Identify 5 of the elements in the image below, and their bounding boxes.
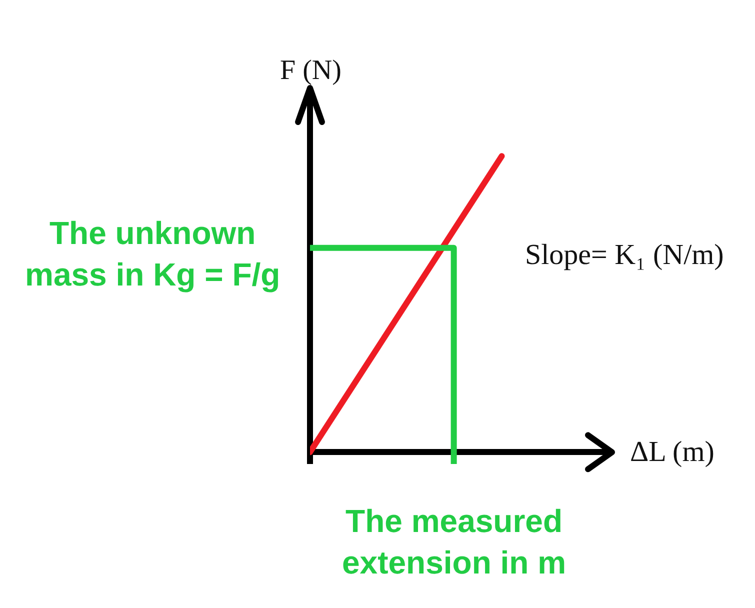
annotation: Slope= K₁ (N/m)	[525, 239, 724, 271]
x-axis-title: ΔL (m)	[630, 436, 714, 468]
text: The unknown mass in Kg = F/g	[25, 215, 280, 293]
y-axis-title: F (N)	[280, 55, 342, 86]
annotation: The measured extension in m	[342, 503, 566, 581]
